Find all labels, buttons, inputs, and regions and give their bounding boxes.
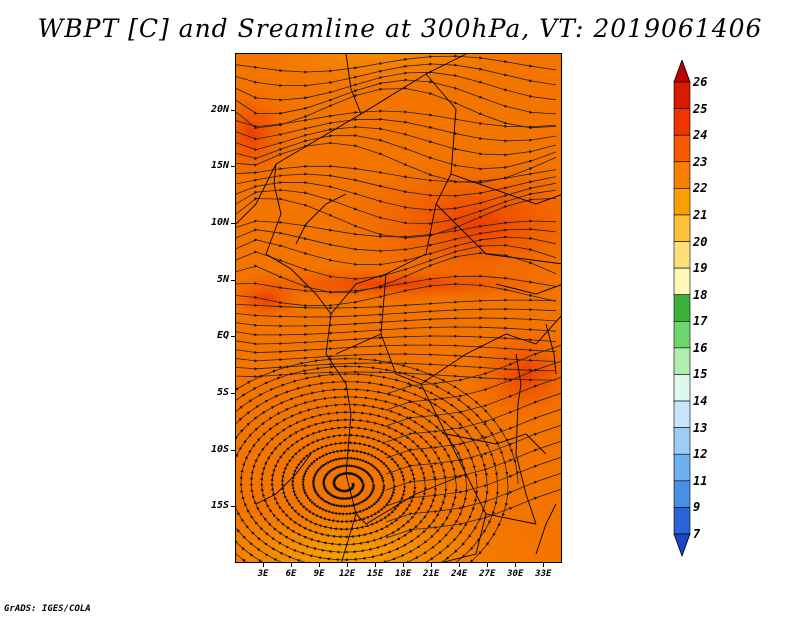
colorbar-label: 18	[693, 287, 708, 302]
colorbar-swatch	[673, 320, 691, 349]
streamline	[236, 343, 557, 355]
lon-tick-label: 27E	[479, 569, 496, 579]
colorbar-label: 22	[693, 181, 708, 196]
lat-tick-mark	[231, 393, 235, 394]
lon-tick-label: 18E	[395, 569, 412, 579]
map-panel	[235, 53, 562, 563]
lon-tick-mark	[375, 563, 377, 567]
colorbar-swatch	[673, 400, 691, 428]
colorbar-swatch	[673, 267, 691, 296]
colorbar-swatch	[673, 188, 691, 216]
colorbar-label: 17	[693, 314, 708, 329]
colorbar-max-triangle	[673, 60, 691, 83]
colorbar-swatch	[673, 241, 691, 269]
colorbar-label: 23	[693, 154, 708, 169]
streamline	[236, 298, 557, 310]
lat-tick-label: 10S	[210, 443, 229, 455]
colorbar-swatch	[673, 480, 691, 508]
colorbar-swatch	[673, 134, 691, 163]
colorbar-label: 14	[693, 394, 708, 409]
colorbar-swatch	[673, 507, 691, 535]
colorbar-swatch	[673, 453, 691, 482]
lon-tick-mark	[431, 563, 433, 567]
lat-tick-mark	[231, 223, 235, 224]
colorbar-label: 16	[693, 340, 708, 355]
lon-tick-label: 15E	[367, 569, 384, 579]
lat-tick-label: 15S	[210, 500, 229, 512]
lon-tick-mark	[543, 563, 545, 567]
lon-tick-mark	[263, 563, 265, 567]
lon-tick-label: 6E	[285, 569, 297, 579]
colorbar-label: 9	[693, 500, 701, 515]
colorbar-label: 26	[693, 75, 708, 89]
lat-tick-mark	[231, 336, 235, 338]
lon-tick-mark	[319, 563, 321, 567]
lon-tick-mark	[459, 563, 461, 567]
lon-tick-mark	[487, 563, 489, 567]
lat-tick-mark	[231, 449, 235, 451]
colorbar	[673, 60, 691, 558]
colorbar-label: 20	[693, 234, 708, 249]
colorbar-swatch	[673, 161, 691, 189]
colorbar-min-triangle	[673, 533, 691, 558]
lon-tick-label: 3E	[257, 569, 269, 579]
colorbar-swatch	[673, 347, 691, 375]
lat-tick-mark	[231, 166, 235, 168]
lat-tick-label: 10N	[210, 217, 229, 228]
lat-tick-mark	[231, 109, 235, 111]
colorbar-swatch	[673, 374, 691, 402]
lon-tick-label: 30E	[507, 569, 524, 579]
lat-tick-label: 20N	[210, 103, 229, 115]
lon-tick-mark	[515, 563, 517, 567]
lon-tick-mark	[347, 563, 349, 567]
colorbar-label: 7	[693, 527, 701, 541]
streamline	[236, 334, 557, 346]
streamline	[385, 488, 561, 539]
colorbar-label: 25	[693, 101, 708, 116]
colorbar-label: 13	[693, 420, 708, 435]
lat-tick-mark	[231, 506, 235, 508]
colorbar-label: 21	[693, 207, 708, 222]
colorbar-swatch	[673, 108, 691, 136]
colorbar-swatch	[673, 214, 691, 242]
lat-tick-label: 5S	[216, 387, 229, 398]
colorbar-swatch	[673, 294, 691, 322]
lon-tick-label: 24E	[451, 569, 468, 579]
lat-tick-mark	[231, 279, 235, 281]
country-borders	[236, 54, 561, 562]
lon-tick-label: 9E	[313, 569, 325, 579]
streamlines	[236, 54, 561, 562]
colorbar-label: 19	[693, 261, 708, 276]
colorbar-label: 11	[693, 473, 708, 488]
lon-tick-mark	[291, 563, 293, 567]
colorbar-swatch	[673, 427, 691, 455]
colorbar-swatch	[673, 81, 691, 109]
colorbar-label: 12	[693, 447, 708, 462]
footer-credit: GrADS: IGES/COLA	[4, 604, 91, 614]
lat-tick-label: 5N	[216, 273, 229, 285]
temperature-shading	[236, 54, 561, 562]
colorbar-label: 15	[693, 367, 708, 382]
colorbar-label: 24	[693, 128, 708, 143]
lon-tick-label: 12E	[338, 569, 356, 579]
lat-tick-label: 15N	[210, 160, 229, 172]
lon-tick-label: 33E	[535, 569, 552, 579]
lon-tick-label: 21E	[423, 569, 440, 579]
chart-title: WBPT [C] and Sreamline at 300hPa, VT: 20…	[37, 14, 763, 43]
lat-tick-label: EQ	[216, 330, 229, 342]
lon-tick-mark	[403, 563, 405, 567]
